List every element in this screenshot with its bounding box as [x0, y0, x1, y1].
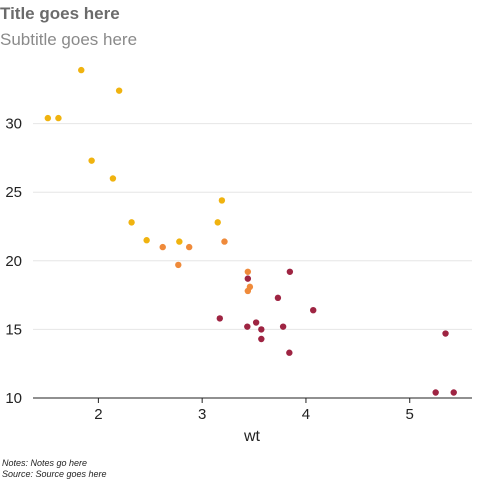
data-point-10 — [176, 238, 183, 245]
x-tick-label: 5 — [406, 406, 414, 423]
chart-title: Title goes here — [0, 4, 120, 23]
axes: 10 15 20 25 30 2 3 4 5 — [5, 116, 472, 423]
data-point-22 — [258, 326, 265, 333]
data-point-13 — [216, 315, 224, 322]
data-point-29 — [432, 389, 439, 396]
data-point-21 — [252, 319, 260, 326]
data-point-24 — [274, 294, 282, 302]
data-point-30 — [442, 330, 449, 337]
data-point-15 — [221, 238, 228, 245]
data-point-16 — [244, 323, 251, 330]
x-tick-label: 4 — [302, 406, 310, 423]
data-point-0 — [44, 114, 52, 122]
chart-subtitle: Subtitle goes here — [0, 30, 138, 49]
y-tick-label: 20 — [5, 253, 22, 270]
data-point-17 — [244, 275, 252, 282]
data-point-1 — [55, 114, 62, 122]
data-point-28 — [310, 306, 317, 314]
data-point-8 — [159, 243, 166, 251]
data-point-4 — [109, 175, 117, 182]
data-point-25 — [279, 323, 287, 330]
data-point-23 — [258, 335, 265, 343]
data-point-12 — [214, 219, 221, 226]
grid-lines — [33, 123, 472, 330]
data-point-26 — [286, 349, 293, 356]
data-points — [44, 66, 457, 396]
data-point-18 — [244, 268, 252, 275]
data-point-20 — [246, 283, 254, 291]
data-point-3 — [88, 157, 95, 164]
y-tick-label: 30 — [5, 116, 22, 133]
data-point-2 — [78, 66, 85, 74]
x-axis-title: wt — [243, 428, 261, 445]
data-point-14 — [218, 197, 226, 204]
data-point-5 — [115, 87, 123, 94]
x-tick-label: 3 — [198, 406, 206, 423]
data-point-7 — [143, 237, 150, 244]
chart-notes: Notes: Notes go here — [2, 458, 88, 468]
data-point-6 — [128, 219, 135, 226]
x-tick-label: 2 — [94, 406, 102, 423]
data-point-9 — [175, 261, 182, 269]
y-tick-label: 25 — [5, 184, 22, 201]
y-tick-label: 15 — [5, 321, 22, 338]
y-tick-label: 10 — [5, 390, 22, 407]
chart-source: Source: Source goes here — [2, 469, 107, 479]
data-point-11 — [185, 243, 193, 251]
data-point-31 — [450, 389, 457, 396]
data-point-27 — [286, 268, 294, 275]
